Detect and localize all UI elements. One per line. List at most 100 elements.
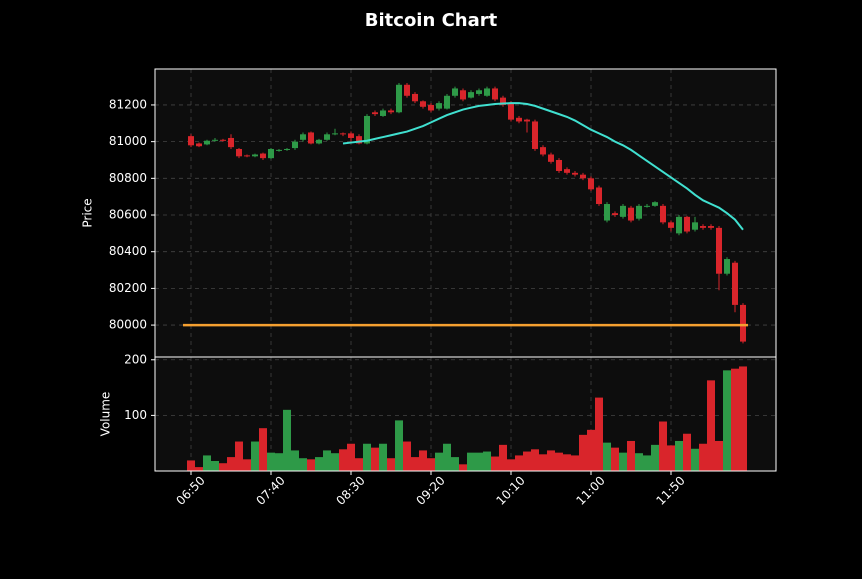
volume-bar xyxy=(251,441,259,471)
candle-body xyxy=(460,90,466,100)
volume-bar xyxy=(539,454,547,471)
volume-bar xyxy=(651,444,659,471)
candle-body xyxy=(412,93,418,102)
candle-body xyxy=(340,133,346,135)
candle-body xyxy=(388,110,394,113)
y-tick-label: 80800 xyxy=(109,171,147,185)
volume-bar xyxy=(643,455,651,471)
volume-bar xyxy=(283,409,291,471)
candle-body xyxy=(380,110,386,116)
volume-bar xyxy=(515,455,523,471)
volume-bar xyxy=(715,440,723,471)
candle-body xyxy=(292,141,298,149)
candle-body xyxy=(660,205,666,223)
plot-area xyxy=(155,69,776,471)
volume-bar xyxy=(475,452,483,471)
volume-bar xyxy=(491,456,499,471)
volume-bar xyxy=(667,445,675,471)
candle-body xyxy=(700,226,706,228)
candle-body xyxy=(252,154,258,157)
volume-bar xyxy=(387,458,395,471)
candle-body xyxy=(372,112,378,115)
volume-bar xyxy=(331,453,339,471)
volume-bar xyxy=(363,443,371,471)
volume-bar xyxy=(219,463,227,471)
volume-bar xyxy=(307,459,315,471)
candle-body xyxy=(300,134,306,140)
candle-body xyxy=(644,205,650,207)
volume-bar xyxy=(275,453,283,471)
volume-bar xyxy=(195,467,203,471)
volume-bar xyxy=(555,452,563,471)
candle-body xyxy=(420,101,426,107)
volume-bar xyxy=(483,451,491,471)
volume-bar xyxy=(451,457,459,471)
volume-bar xyxy=(675,440,683,471)
candle-body xyxy=(540,147,546,155)
candle-body xyxy=(364,115,370,144)
candle-body xyxy=(476,90,482,94)
candle-body xyxy=(204,140,210,145)
candle-body xyxy=(596,187,602,205)
volume-bar xyxy=(723,370,731,471)
marks xyxy=(155,69,776,471)
candle-body xyxy=(484,88,490,96)
volume-bar xyxy=(443,443,451,471)
volume-bar xyxy=(459,464,467,471)
candle-body xyxy=(348,133,354,138)
candle-body xyxy=(716,227,722,274)
candle-body xyxy=(620,205,626,217)
moving-average xyxy=(342,102,744,231)
volume-bar xyxy=(659,421,667,471)
volume-bar xyxy=(611,447,619,471)
volume-bar xyxy=(523,451,531,471)
candle-body xyxy=(228,137,234,148)
volume-bar xyxy=(355,458,363,471)
candle-body xyxy=(436,103,442,109)
volume-bar xyxy=(323,450,331,471)
volume-bar xyxy=(427,458,435,471)
volume-bar xyxy=(579,434,587,471)
volume-bar xyxy=(547,450,555,471)
volume-bar xyxy=(499,444,507,471)
y-tick-label: 81000 xyxy=(109,134,147,148)
y-tick-label: 80200 xyxy=(109,281,147,295)
candle-body xyxy=(468,92,474,98)
candle-body xyxy=(452,88,458,96)
volume-bar xyxy=(315,457,323,471)
volume-bar xyxy=(563,454,571,471)
y-axis-label: Price xyxy=(81,198,95,227)
candle-body xyxy=(604,204,610,221)
candle-body xyxy=(564,169,570,173)
volume-bar xyxy=(531,449,539,471)
volume-bar xyxy=(259,428,267,471)
candle-body xyxy=(508,103,514,120)
volume-bar xyxy=(587,429,595,471)
candle-body xyxy=(332,133,338,135)
volume-bar xyxy=(627,440,635,471)
volume-frame xyxy=(154,356,777,472)
candle-body xyxy=(276,149,282,151)
candle-body xyxy=(404,84,410,96)
candle-body xyxy=(324,134,330,140)
volume-bar xyxy=(347,443,355,471)
candle-body xyxy=(556,159,562,171)
candle-body xyxy=(628,207,634,221)
volume-bar xyxy=(619,452,627,471)
volume-bar xyxy=(379,443,387,471)
candle-body xyxy=(684,216,690,232)
chart-title: Bitcoin Chart xyxy=(365,10,498,31)
candle-body xyxy=(500,97,506,105)
candle-body xyxy=(724,259,730,274)
volume-bar xyxy=(403,441,411,471)
volume-bar xyxy=(235,441,243,471)
candle-body xyxy=(532,121,538,149)
candle-body xyxy=(492,88,498,100)
volume-bar xyxy=(395,420,403,471)
y-tick-label: 200 xyxy=(124,352,147,366)
candle-body xyxy=(708,226,714,228)
candle-body xyxy=(524,119,530,122)
volume-bar xyxy=(603,442,611,471)
y-tick-label: 81200 xyxy=(109,97,147,111)
volume-bar xyxy=(707,380,715,471)
